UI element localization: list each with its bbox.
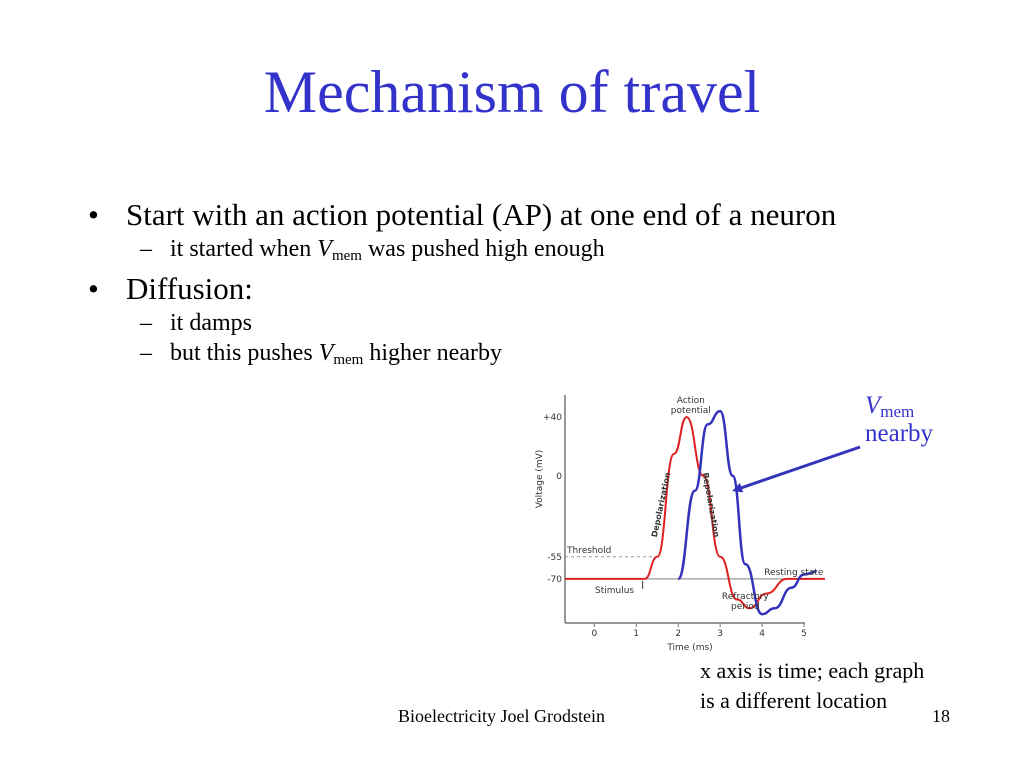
var-sub: mem	[333, 352, 364, 368]
slide-title: Mechanism of travel	[263, 59, 761, 125]
annotation-text: nearby	[865, 420, 934, 447]
action-potential-svg: +40 0 -55 -70 0 1 2 3 4 5 Time (ms) Voltage (mV) Act…	[535, 395, 825, 653]
sub-bullet-dash: –	[140, 310, 152, 336]
var-v: V	[317, 236, 332, 262]
y-tick-label: +40	[543, 413, 562, 423]
label-threshold: Threshold	[566, 546, 611, 556]
label-stimulus: Stimulus	[595, 586, 634, 596]
label-action-potential-2: potential	[671, 406, 711, 416]
caption-line-1: x axis is time; each graph	[700, 658, 925, 683]
arrow-icon	[732, 445, 861, 493]
x-tick-label: 3	[717, 629, 723, 639]
x-tick-label: 0	[591, 629, 597, 639]
footer-text: Bioelectricity Joel Grodstein	[398, 706, 605, 726]
sub-bullet-post: was pushed high enough	[361, 236, 605, 262]
bullet-diffusion: • Diffusion:	[88, 270, 988, 308]
y-tick-label: -55	[547, 553, 562, 563]
x-tick-label: 2	[675, 629, 681, 639]
sub-bullet-higher-nearby: – but this pushes Vmem higher nearby	[140, 338, 988, 368]
sub-bullet-dash: –	[140, 236, 152, 262]
caption: x axis is time; each graph is a differen…	[700, 656, 924, 716]
sub-bullet-damps: – it damps	[140, 308, 988, 338]
action-potential-chart: +40 0 -55 -70 0 1 2 3 4 5 Time (ms) Voltage (mV) Act…	[525, 385, 835, 655]
y-tick-label: 0	[556, 472, 562, 482]
sub-bullet-pre: it started when	[170, 236, 318, 262]
bullet-dot: •	[88, 197, 99, 232]
label-refractory-2: period	[731, 602, 760, 612]
y-tick-label: -70	[547, 575, 562, 585]
label-refractory-1: Refractory	[722, 592, 769, 602]
var-v: V	[865, 392, 881, 419]
page-number: 18	[932, 706, 950, 726]
bullet-text: Diffusion:	[126, 271, 253, 306]
x-tick-label: 5	[801, 629, 807, 639]
label-resting-state: Resting state	[764, 568, 824, 578]
var-v: V	[318, 340, 334, 366]
label-action-potential-1: Action	[677, 396, 705, 406]
var-sub: mem	[880, 402, 915, 421]
sub-bullet-post: higher nearby	[363, 340, 502, 366]
var-sub: mem	[331, 248, 362, 264]
sub-bullet-pre: but this pushes	[170, 340, 319, 366]
bullet-text: Start with an action potential (AP) at o…	[126, 197, 837, 232]
ap-curve-blue	[677, 409, 817, 616]
sub-bullet-text: it damps	[170, 310, 252, 336]
ap-curve-red	[564, 416, 825, 610]
bullet-ap-start: • Start with an action potential (AP) at…	[88, 196, 988, 234]
sub-bullet-vmem-pushed: – it started when Vmem was pushed high e…	[140, 234, 988, 264]
x-tick-label: 4	[759, 629, 765, 639]
y-axis-label: Voltage (mV)	[535, 450, 545, 509]
sub-bullet-dash: –	[140, 340, 152, 366]
bullet-dot: •	[88, 271, 99, 306]
bullet-list: • Start with an action potential (AP) at…	[88, 196, 988, 368]
caption-line-2: is a different location	[700, 688, 888, 713]
vmem-nearby-annotation: Vmem nearby	[865, 392, 933, 448]
x-axis-label: Time (ms)	[666, 643, 712, 653]
x-tick-label: 1	[633, 629, 639, 639]
